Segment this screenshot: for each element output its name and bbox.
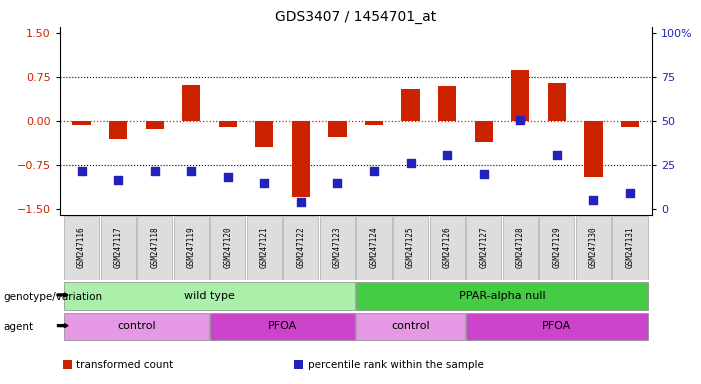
- Text: agent: agent: [4, 322, 34, 332]
- Bar: [146, 121, 164, 129]
- Point: [369, 168, 380, 174]
- Point: [551, 152, 562, 158]
- Point: [149, 168, 161, 174]
- Bar: [393, 216, 428, 280]
- Bar: [210, 216, 245, 280]
- Text: genotype/variation: genotype/variation: [4, 292, 102, 302]
- Bar: [613, 216, 648, 280]
- Bar: [292, 121, 310, 197]
- Text: wild type: wild type: [184, 291, 235, 301]
- Bar: [466, 216, 501, 280]
- Text: control: control: [391, 321, 430, 331]
- Text: transformed count: transformed count: [76, 360, 174, 370]
- Bar: [64, 313, 209, 340]
- Text: GSM247126: GSM247126: [442, 227, 451, 268]
- Text: GSM247123: GSM247123: [333, 227, 342, 268]
- Text: GSM247119: GSM247119: [186, 227, 196, 268]
- Point: [112, 177, 123, 183]
- Bar: [430, 216, 465, 280]
- Bar: [357, 282, 648, 310]
- Bar: [438, 86, 456, 121]
- Bar: [547, 83, 566, 121]
- Text: PFOA: PFOA: [543, 321, 571, 331]
- Bar: [100, 216, 135, 280]
- Point: [515, 117, 526, 123]
- Bar: [621, 121, 639, 127]
- Bar: [328, 121, 346, 137]
- Text: GSM247128: GSM247128: [516, 227, 525, 268]
- Point: [332, 180, 343, 186]
- Text: GSM247127: GSM247127: [479, 227, 488, 268]
- Text: percentile rank within the sample: percentile rank within the sample: [308, 360, 484, 370]
- Bar: [210, 313, 355, 340]
- Bar: [255, 121, 273, 147]
- Text: PFOA: PFOA: [268, 321, 297, 331]
- Point: [295, 199, 306, 205]
- Title: GDS3407 / 1454701_at: GDS3407 / 1454701_at: [275, 10, 437, 25]
- Point: [259, 180, 270, 186]
- Bar: [357, 313, 465, 340]
- Text: GSM247130: GSM247130: [589, 227, 598, 268]
- Bar: [475, 121, 493, 142]
- Text: GSM247120: GSM247120: [224, 227, 232, 268]
- Bar: [109, 121, 127, 139]
- Bar: [357, 216, 392, 280]
- Bar: [64, 216, 99, 280]
- Point: [76, 168, 87, 174]
- Text: GSM247129: GSM247129: [552, 227, 562, 268]
- Text: GSM247131: GSM247131: [625, 227, 634, 268]
- Bar: [466, 313, 648, 340]
- Text: GSM247116: GSM247116: [77, 227, 86, 268]
- Text: GSM247121: GSM247121: [260, 227, 269, 268]
- Point: [405, 160, 416, 166]
- Text: GSM247118: GSM247118: [150, 227, 159, 268]
- Bar: [283, 216, 318, 280]
- Bar: [182, 84, 200, 121]
- Text: GSM247125: GSM247125: [406, 227, 415, 268]
- Bar: [402, 89, 420, 121]
- Bar: [576, 216, 611, 280]
- Bar: [320, 216, 355, 280]
- Point: [186, 168, 197, 174]
- Bar: [365, 121, 383, 125]
- Bar: [585, 121, 603, 177]
- Bar: [539, 216, 574, 280]
- Bar: [511, 70, 529, 121]
- Bar: [64, 282, 355, 310]
- Text: control: control: [117, 321, 156, 331]
- Text: GSM247117: GSM247117: [114, 227, 123, 268]
- Text: PPAR-alpha null: PPAR-alpha null: [458, 291, 545, 301]
- Text: GSM247124: GSM247124: [369, 227, 379, 268]
- Point: [442, 152, 453, 158]
- Point: [222, 174, 233, 180]
- Point: [625, 190, 636, 196]
- Bar: [219, 121, 237, 127]
- Bar: [174, 216, 209, 280]
- Bar: [247, 216, 282, 280]
- Point: [478, 171, 489, 177]
- Bar: [503, 216, 538, 280]
- Bar: [137, 216, 172, 280]
- Point: [588, 197, 599, 204]
- Text: GSM247122: GSM247122: [297, 227, 306, 268]
- Bar: [72, 121, 90, 125]
